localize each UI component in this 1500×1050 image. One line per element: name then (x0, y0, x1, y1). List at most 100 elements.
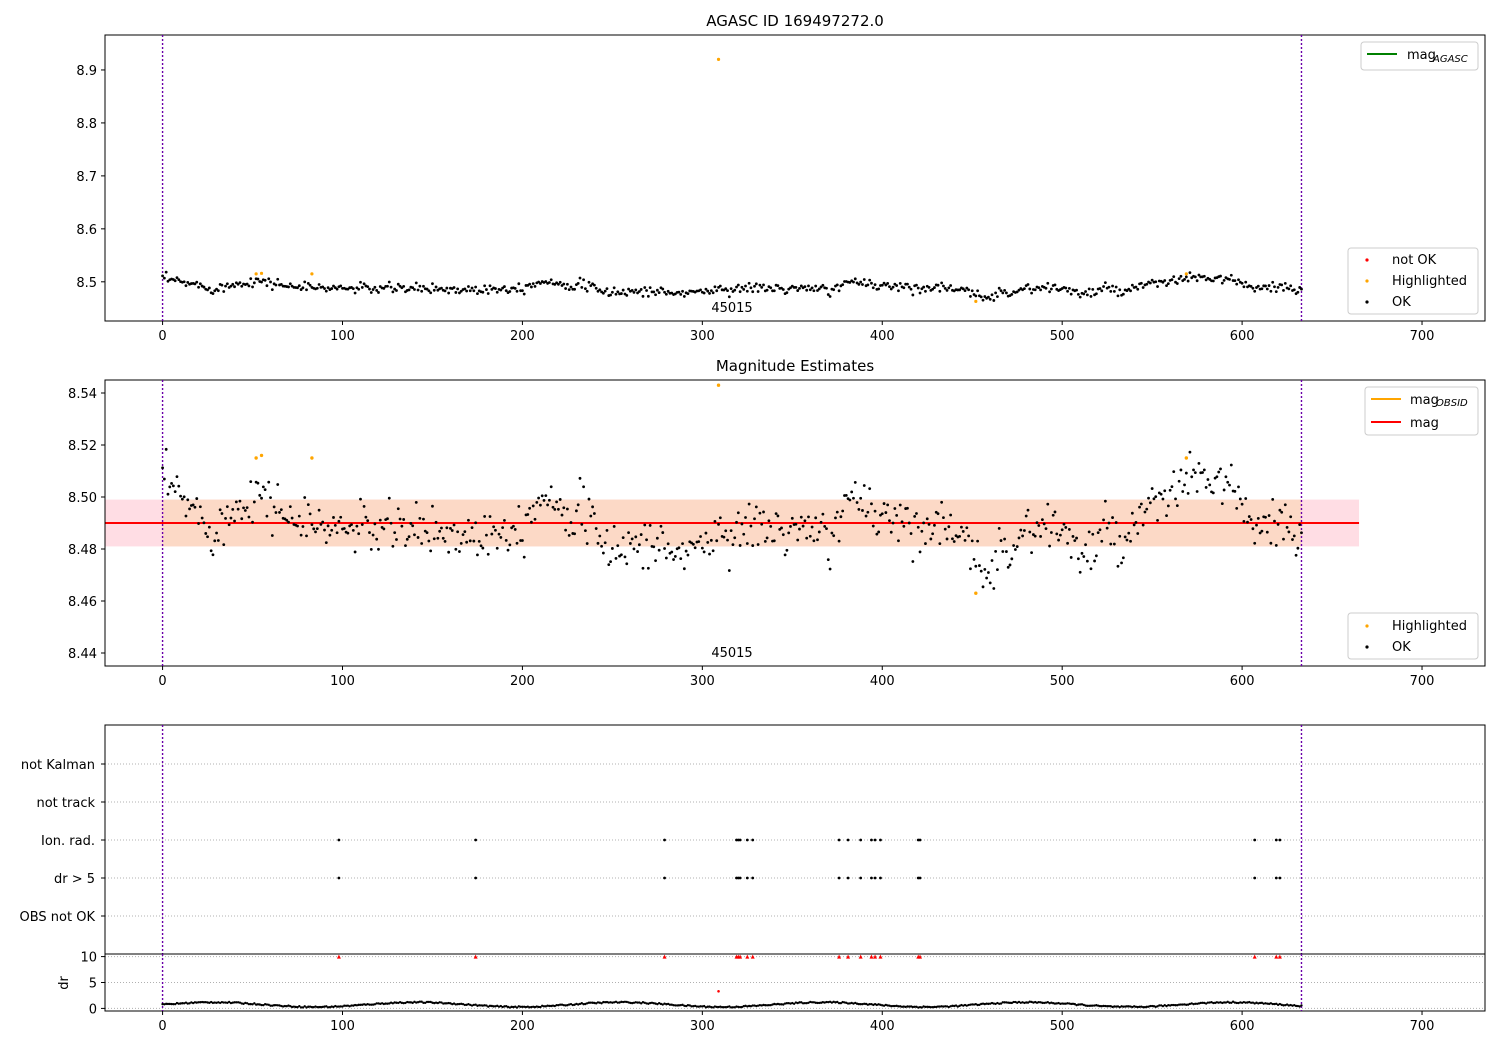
flag-point (918, 876, 922, 880)
dr-point (1087, 1004, 1091, 1007)
x-tick-label: 400 (870, 1019, 895, 1034)
dr-point (1249, 1001, 1253, 1005)
dr-point (1163, 1003, 1166, 1007)
data-point-ok (299, 533, 303, 537)
data-point-ok (576, 281, 580, 285)
dr-point (1271, 1002, 1274, 1006)
flag-point (751, 838, 755, 842)
data-point-ok (274, 283, 278, 287)
data-point-ok (589, 284, 593, 288)
dr-point (474, 1003, 477, 1006)
flag-point (873, 876, 877, 880)
dr-point (1118, 1005, 1121, 1009)
data-point-ok (416, 288, 420, 292)
dr-point (485, 1004, 488, 1007)
dr-point (442, 1002, 445, 1005)
dr-point (191, 1001, 195, 1005)
data-point-ok (814, 516, 818, 520)
y-tick-label: 8.8 (76, 117, 97, 132)
data-point-ok (803, 519, 807, 523)
data-point-ok (718, 516, 722, 520)
data-point-ok (1244, 280, 1248, 284)
data-point-ok (774, 512, 778, 516)
dr-point (368, 1003, 371, 1006)
data-point-ok (449, 526, 452, 530)
data-point-ok (699, 535, 702, 538)
data-point-ok (513, 528, 517, 531)
dr-point (1192, 1002, 1195, 1006)
data-point-ok (459, 289, 463, 293)
data-point-ok (994, 291, 998, 295)
data-point-ok (1264, 284, 1267, 288)
dr-point (805, 1001, 808, 1005)
dr-clipped-marker (662, 954, 667, 959)
dr-point (494, 1005, 497, 1008)
dr-point (701, 1005, 704, 1008)
data-point-ok (907, 521, 911, 525)
dr-point (312, 1005, 315, 1009)
data-point-ok (555, 500, 559, 504)
data-point-ok (488, 515, 492, 518)
data-point-ok (171, 484, 175, 488)
dr-point (1105, 1005, 1109, 1008)
data-point-ok (1134, 521, 1138, 524)
data-point-ok (612, 286, 616, 290)
data-point-ok (749, 286, 753, 290)
dr-point (908, 1005, 911, 1008)
data-point-ok (418, 284, 422, 288)
dr-point (1264, 1002, 1267, 1005)
dr-point (728, 1005, 731, 1008)
data-point-ok (596, 541, 600, 545)
dr-point (222, 1001, 225, 1004)
y-tick-label: 8.6 (76, 223, 97, 238)
dr-point (447, 1001, 450, 1005)
data-point-ok (763, 539, 767, 543)
data-point-ok (557, 507, 560, 511)
data-point-ok (706, 541, 710, 544)
dr-point (841, 1000, 844, 1004)
data-point-ok (648, 286, 652, 289)
dr-point (792, 1002, 796, 1005)
data-point-ok (1251, 527, 1255, 531)
data-point-ok (387, 496, 391, 500)
dr-point (1041, 1001, 1044, 1005)
dr-clipped-marker (869, 954, 874, 959)
data-point-ok (1235, 507, 1239, 510)
dr-point (918, 1005, 922, 1009)
data-point-ok (753, 517, 756, 521)
data-point-ok (553, 507, 557, 511)
dr-point (1116, 1005, 1120, 1008)
data-point-ok (1028, 287, 1032, 291)
dr-point (814, 1001, 817, 1004)
axes-frame (104, 379, 1486, 667)
data-point-highlighted (1184, 456, 1189, 460)
data-point-ok (585, 542, 589, 545)
data-point-ok (549, 278, 553, 282)
flag-point (745, 838, 749, 842)
data-point-ok (726, 538, 729, 542)
data-point-ok (981, 585, 985, 589)
x-tick-label: 100 (330, 1019, 355, 1034)
data-point-ok (641, 566, 645, 570)
dr-point (245, 1002, 249, 1005)
data-point-ok (1005, 550, 1008, 553)
dr-point (393, 1001, 396, 1004)
data-point-ok (211, 553, 215, 557)
data-point-ok (915, 283, 918, 287)
dr-point (816, 1001, 819, 1005)
dr-point (535, 1005, 539, 1008)
data-point-ok (1080, 551, 1084, 555)
data-point-ok (351, 287, 355, 291)
dr-point (438, 1001, 441, 1004)
data-point-ok (999, 539, 1003, 542)
dr-point (1066, 1002, 1069, 1005)
data-point-ok (569, 521, 573, 524)
data-point-ok (740, 285, 744, 289)
dr-point (325, 1005, 328, 1008)
dr-point (1059, 1002, 1062, 1006)
dr-point (542, 1005, 546, 1008)
data-point-ok (610, 547, 614, 550)
data-point-ok (368, 287, 371, 291)
data-point-ok (267, 277, 271, 281)
dr-point (1287, 1004, 1291, 1007)
